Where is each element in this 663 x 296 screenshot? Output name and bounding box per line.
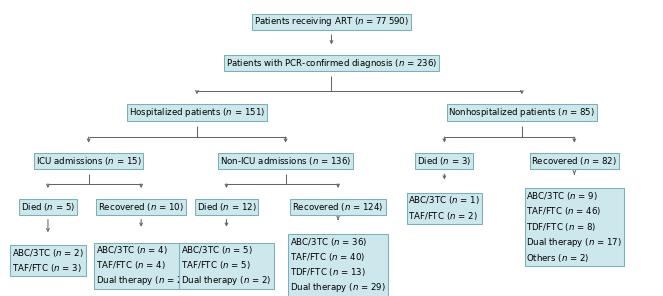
Text: ABC/3TC ($n$ = 4)
TAF/FTC ($n$ = 4)
Dual therapy ($n$ = 2): ABC/3TC ($n$ = 4) TAF/FTC ($n$ = 4) Dual… bbox=[96, 244, 186, 287]
Text: Died ($n$ = 3): Died ($n$ = 3) bbox=[417, 155, 471, 167]
Text: Non-ICU admissions ($n$ = 136): Non-ICU admissions ($n$ = 136) bbox=[220, 155, 351, 167]
Text: Patients receiving ART ($n$ = 77 590): Patients receiving ART ($n$ = 77 590) bbox=[254, 15, 409, 28]
Text: ABC/3TC ($n$ = 9)
TAF/FTC ($n$ = 46)
TDF/FTC ($n$ = 8)
Dual therapy ($n$ = 17)
O: ABC/3TC ($n$ = 9) TAF/FTC ($n$ = 46) TDF… bbox=[526, 190, 623, 264]
Text: Died ($n$ = 12): Died ($n$ = 12) bbox=[197, 201, 257, 213]
Text: Nonhospitalized patients ($n$ = 85): Nonhospitalized patients ($n$ = 85) bbox=[448, 106, 595, 119]
Text: ABC/3TC ($n$ = 36)
TAF/FTC ($n$ = 40)
TDF/FTC ($n$ = 13)
Dual therapy ($n$ = 29): ABC/3TC ($n$ = 36) TAF/FTC ($n$ = 40) TD… bbox=[290, 236, 386, 296]
Text: Died ($n$ = 5): Died ($n$ = 5) bbox=[21, 201, 75, 213]
Text: ICU admissions ($n$ = 15): ICU admissions ($n$ = 15) bbox=[36, 155, 141, 167]
Text: Patients with PCR-confirmed diagnosis ($n$ = 236): Patients with PCR-confirmed diagnosis ($… bbox=[226, 57, 437, 70]
Text: Hospitalized patients ($n$ = 151): Hospitalized patients ($n$ = 151) bbox=[129, 106, 265, 119]
Text: Recovered ($n$ = 10): Recovered ($n$ = 10) bbox=[98, 201, 184, 213]
Text: ABC/3TC ($n$ = 2)
TAF/FTC ($n$ = 3): ABC/3TC ($n$ = 2) TAF/FTC ($n$ = 3) bbox=[12, 247, 84, 274]
Text: Recovered ($n$ = 82): Recovered ($n$ = 82) bbox=[532, 155, 617, 167]
Text: ABC/3TC ($n$ = 5)
TAF/FTC ($n$ = 5)
Dual therapy ($n$ = 2): ABC/3TC ($n$ = 5) TAF/FTC ($n$ = 5) Dual… bbox=[181, 244, 272, 287]
Text: ABC/3TC ($n$ = 1)
TAF/FTC ($n$ = 2): ABC/3TC ($n$ = 1) TAF/FTC ($n$ = 2) bbox=[408, 194, 480, 222]
Text: Recovered ($n$ = 124): Recovered ($n$ = 124) bbox=[292, 201, 384, 213]
